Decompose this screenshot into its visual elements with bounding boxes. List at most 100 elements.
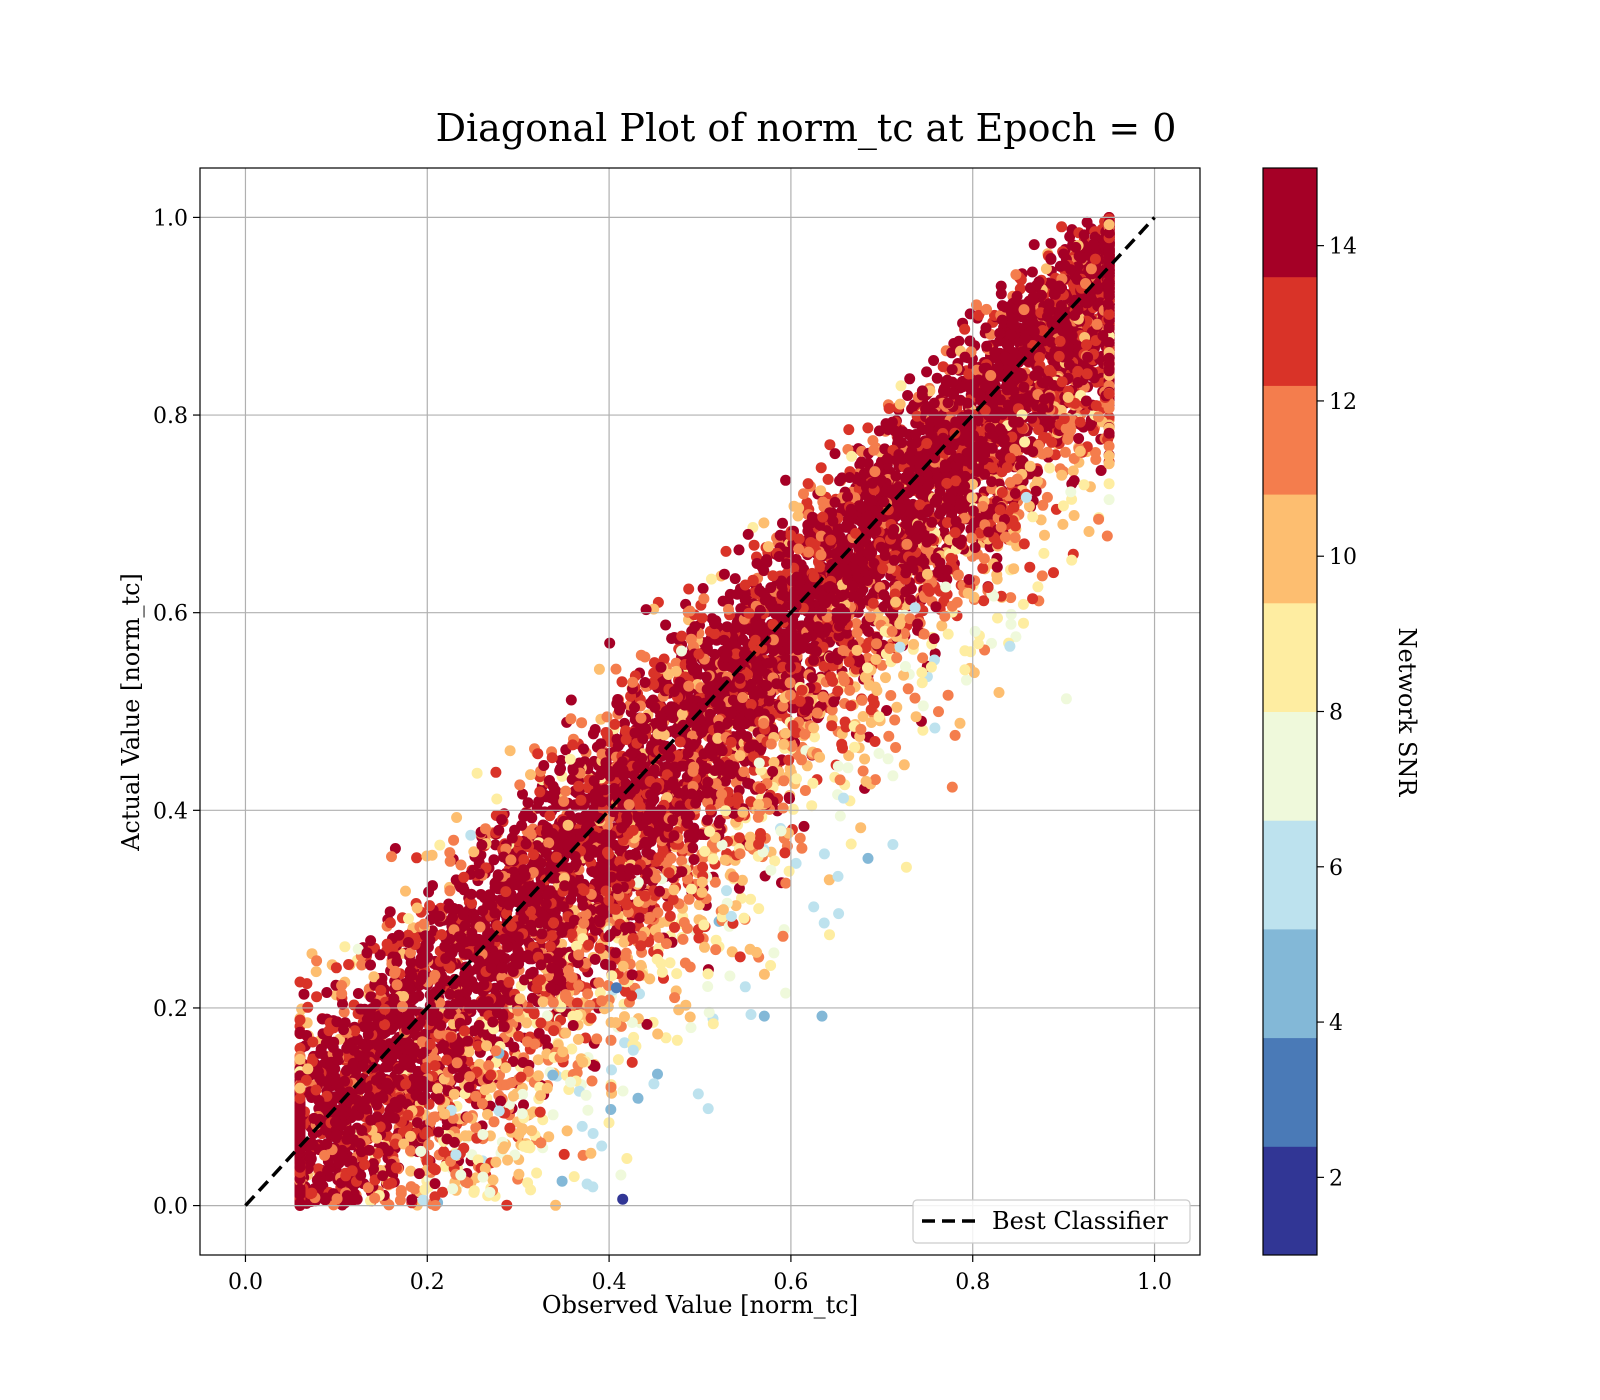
scatter-point: [834, 810, 846, 822]
scatter-point: [697, 861, 709, 873]
scatter-point: [447, 912, 458, 923]
scatter-point: [585, 1147, 597, 1159]
scatter-point: [992, 612, 1003, 624]
scatter-point: [859, 753, 871, 765]
scatter-point: [298, 988, 310, 1000]
scatter-point: [1060, 693, 1072, 705]
scatter-point: [472, 1154, 484, 1166]
scatter-point: [434, 839, 446, 851]
scatter-point: [794, 832, 806, 844]
scatter-point: [973, 309, 985, 321]
scatter-point: [589, 1060, 601, 1072]
scatter-point: [343, 959, 355, 970]
scatter-point: [738, 912, 750, 924]
scatter-point: [991, 561, 1003, 573]
scatter-point: [1010, 631, 1022, 643]
scatter-point: [444, 855, 456, 867]
scatter-point: [560, 1027, 572, 1039]
scatter-point: [777, 930, 789, 942]
scatter-point: [465, 829, 477, 841]
scatter-point: [1044, 462, 1056, 474]
scatter-point: [968, 667, 980, 679]
scatter-point: [1005, 592, 1017, 604]
scatter-point: [1057, 518, 1069, 530]
scatter-point: [384, 906, 396, 918]
scatter-point: [487, 1174, 499, 1186]
scatter-point: [641, 1018, 653, 1030]
scatter-point: [832, 870, 844, 882]
scatter-point: [808, 901, 820, 913]
scatter-point: [604, 637, 616, 649]
scatter-point: [664, 957, 676, 969]
scatter-point: [374, 949, 386, 961]
scatter-point: [817, 496, 829, 508]
scatter-point: [411, 852, 423, 864]
scatter-point: [890, 742, 902, 753]
scatter-point: [780, 474, 792, 486]
scatter-point: [742, 528, 754, 540]
scatter-point: [941, 517, 953, 529]
scatter-point: [908, 638, 920, 650]
scatter-point: [823, 874, 835, 886]
scatter-point: [493, 824, 505, 836]
scatter-point: [525, 880, 537, 892]
scatter-point: [535, 857, 547, 869]
scatter-point: [513, 1168, 525, 1180]
scatter-point: [720, 545, 732, 557]
scatter-point: [610, 663, 622, 675]
scatter-point: [555, 754, 567, 766]
scatter-point: [683, 583, 695, 595]
scatter-point: [677, 933, 689, 945]
scatter-point: [758, 1010, 770, 1022]
scatter-point: [909, 692, 921, 704]
scatter-point: [946, 781, 958, 793]
scatter-point: [826, 704, 838, 716]
scatter-point: [953, 335, 965, 347]
scatter-point: [707, 853, 719, 865]
scatter-point: [705, 573, 717, 585]
scatter-point: [531, 1167, 543, 1179]
scatter-point: [576, 1120, 588, 1132]
scatter-point: [730, 900, 742, 912]
scatter-point: [842, 762, 854, 774]
scatter-point: [928, 355, 940, 366]
scatter-point: [946, 347, 958, 359]
scatter-point: [470, 1122, 482, 1134]
scatter-point: [902, 390, 914, 401]
scatter-point: [648, 1078, 660, 1090]
scatter-point: [1095, 465, 1107, 476]
scatter-point: [352, 943, 364, 955]
scatter-point: [936, 620, 948, 632]
scatter-point: [978, 553, 990, 565]
scatter-point: [995, 280, 1007, 292]
scatter-point: [670, 657, 682, 669]
scatter-point: [869, 736, 881, 747]
scatter-point: [986, 637, 997, 649]
scatter-point: [843, 750, 855, 762]
scatter-point: [532, 1054, 544, 1066]
scatter-point: [558, 1148, 570, 1160]
scatter-point: [850, 618, 862, 629]
scatter-point: [593, 977, 605, 989]
scatter-point: [891, 701, 903, 713]
scatter-point: [472, 1040, 484, 1052]
scatter-point: [745, 1009, 757, 1020]
scatter-point: [809, 731, 820, 743]
scatter-point: [1045, 237, 1057, 249]
scatter-point: [1036, 289, 1047, 301]
scatter-point: [321, 987, 333, 998]
scatter-point: [806, 800, 818, 812]
scatter-point: [798, 488, 809, 500]
scatter-point: [1027, 593, 1039, 605]
scatter-point: [444, 847, 456, 859]
scatter-point: [963, 574, 975, 585]
scatter-point: [796, 754, 807, 766]
scatter-point: [942, 628, 954, 640]
scatter-point: [954, 717, 966, 729]
scatter-point: [504, 745, 516, 757]
scatter-point: [1083, 526, 1095, 537]
scatter-point: [939, 610, 951, 622]
scatter-point: [1038, 547, 1050, 559]
scatter-point: [372, 1147, 384, 1159]
scatter-point: [448, 834, 460, 846]
